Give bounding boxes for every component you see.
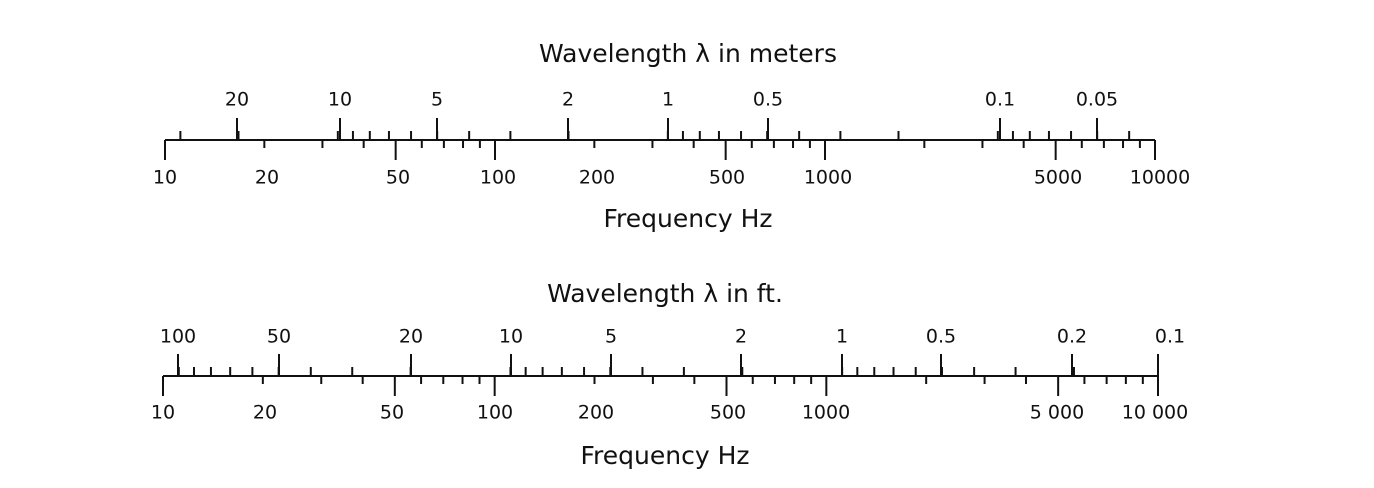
frequency-label: 100 [480,167,516,189]
wavelength-label: 0.05 [1076,89,1118,111]
frequency-label: 20 [253,402,277,424]
frequency-label: 50 [386,167,410,189]
wavelength-label: 0.1 [1155,326,1185,348]
wavelength-label: 100 [160,326,196,348]
wavelength-label: 50 [267,326,291,348]
frequency-label: 20 [255,167,279,189]
frequency-label: 1000 [802,402,850,424]
wavelength-label: 10 [499,326,523,348]
frequency-label: 10 [151,402,175,424]
wavelength-label: 0.1 [985,89,1015,111]
frequency-label: 10 000 [1122,402,1188,424]
wavelength-label: 2 [562,89,574,111]
axis-label: Frequency Hz [603,204,772,233]
wavelength-label: 5 [431,89,443,111]
frequency-label: 10000 [1130,167,1190,189]
frequency-label: 10 [153,167,177,189]
frequency-label: 200 [578,402,614,424]
frequency-label: 5 000 [1030,402,1084,424]
wavelength-label: 0.5 [753,89,783,111]
axis-label: Frequency Hz [580,441,749,470]
wavelength-label: 5 [605,326,617,348]
wavelength-label: 2 [735,326,747,348]
frequency-label: 5000 [1034,167,1082,189]
frequency-label: 500 [710,402,746,424]
frequency-label: 1000 [804,167,852,189]
frequency-label: 50 [380,402,404,424]
frequency-label: 100 [477,402,513,424]
wavelength-label: 10 [328,89,352,111]
wavelength-label: 0.5 [926,326,956,348]
wavelength-label: 0.2 [1057,326,1087,348]
wavelength-label: 1 [662,89,674,111]
scale-title: Wavelength λ in meters [539,39,837,68]
scale-title: Wavelength λ in ft. [547,279,783,308]
wavelength-label: 20 [399,326,423,348]
wavelength-label: 20 [225,89,249,111]
frequency-label: 200 [579,167,615,189]
frequency-label: 500 [709,167,745,189]
wavelength-label: 1 [836,326,848,348]
